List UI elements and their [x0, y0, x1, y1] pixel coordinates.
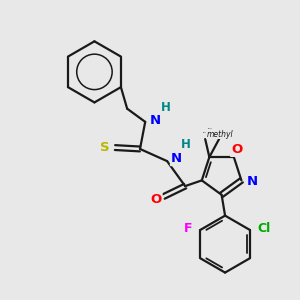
Text: N: N: [171, 152, 182, 165]
Text: S: S: [100, 141, 110, 154]
Text: H: H: [160, 101, 170, 114]
Text: N: N: [247, 175, 258, 188]
Text: methyl: methyl: [203, 131, 208, 133]
Text: O: O: [231, 143, 242, 156]
Text: Cl: Cl: [258, 222, 271, 235]
Text: methyl: methyl: [206, 130, 233, 139]
Text: O: O: [150, 193, 162, 206]
Text: N: N: [149, 114, 161, 127]
Text: H: H: [181, 138, 191, 151]
Text: F: F: [184, 222, 193, 235]
Text: methyl: methyl: [208, 128, 213, 129]
